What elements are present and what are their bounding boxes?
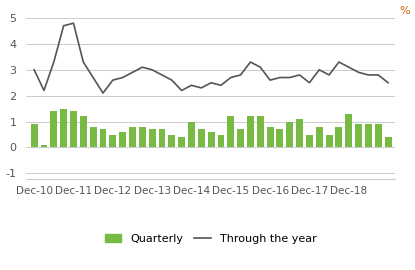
Bar [296,119,303,147]
Bar [365,124,372,147]
Bar [110,134,116,147]
Bar [316,127,323,147]
Bar [267,127,273,147]
Bar [139,127,146,147]
Bar [217,134,225,147]
Bar [355,124,362,147]
Bar [149,129,156,147]
Bar [247,116,254,147]
Bar [198,129,205,147]
Bar [335,127,342,147]
Bar [90,127,97,147]
Bar [159,129,166,147]
Bar [286,122,293,147]
Bar [129,127,136,147]
Bar [80,116,87,147]
Bar [276,129,283,147]
Bar [237,129,244,147]
Bar [60,109,67,147]
Bar [375,124,382,147]
Bar [50,111,57,147]
Legend: Quarterly, Through the year: Quarterly, Through the year [100,229,321,248]
Bar [385,137,391,147]
Text: %: % [399,6,410,16]
Bar [100,129,106,147]
Bar [208,132,215,147]
Bar [345,114,352,147]
Bar [227,116,234,147]
Bar [70,111,77,147]
Bar [306,134,313,147]
Bar [178,137,185,147]
Bar [257,116,264,147]
Bar [119,132,126,147]
Bar [41,145,47,147]
Bar [326,134,332,147]
Bar [188,122,195,147]
Bar [168,134,175,147]
Bar [31,124,38,147]
